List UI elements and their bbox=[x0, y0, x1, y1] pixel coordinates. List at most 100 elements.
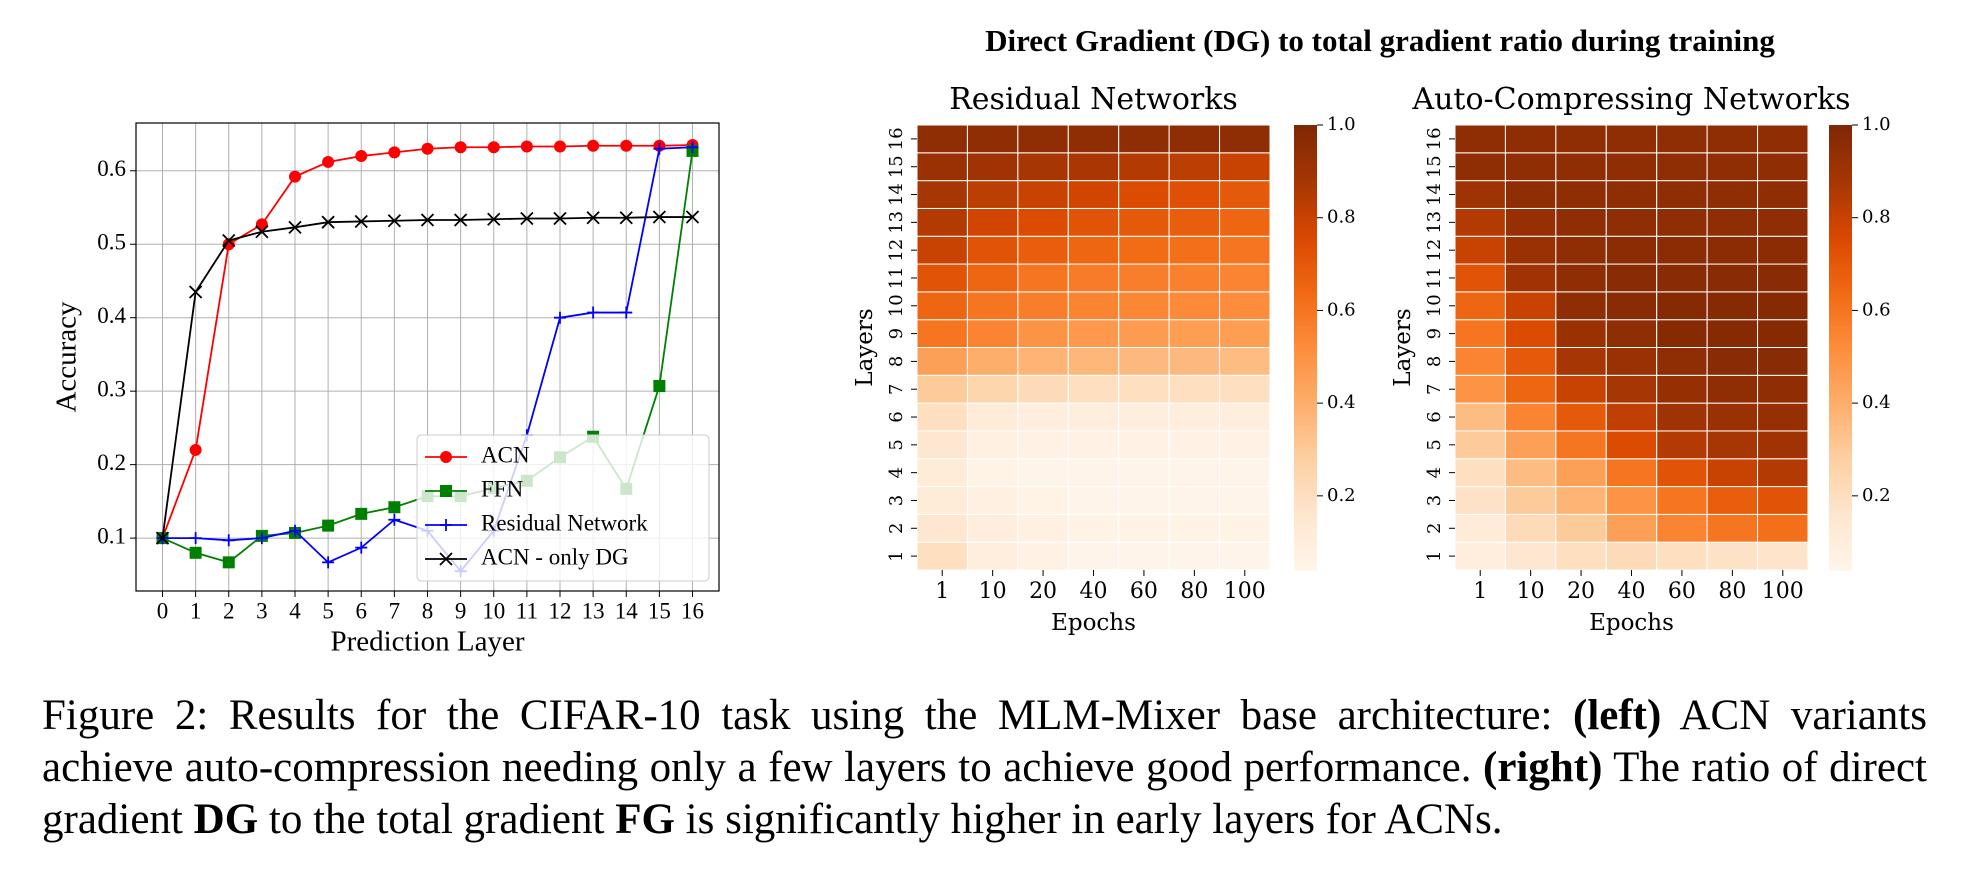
colorbar-segment bbox=[1829, 432, 1852, 438]
colorbar-segment bbox=[1829, 518, 1852, 523]
heatmap-cell bbox=[1706, 486, 1759, 515]
x-tick-label: 10 bbox=[1517, 579, 1545, 604]
marker bbox=[255, 532, 268, 545]
colorbar-segment bbox=[1294, 547, 1317, 553]
caption-run: FG bbox=[615, 796, 675, 843]
heatmap-cell bbox=[1656, 402, 1708, 432]
colorbar-segment bbox=[1294, 258, 1317, 263]
heatmap-cell bbox=[1219, 402, 1271, 432]
colorbar-segment bbox=[1829, 462, 1852, 467]
x-tick-label: 80 bbox=[1718, 579, 1746, 604]
colorbar-segment bbox=[1294, 236, 1317, 241]
colorbar-segment bbox=[1829, 295, 1852, 300]
y-tick-label: 10 bbox=[886, 294, 907, 317]
x-tick-label: 100 bbox=[1224, 579, 1266, 604]
heatmap-cell bbox=[1555, 430, 1607, 460]
colorbar-segment bbox=[1294, 199, 1317, 204]
colorbar-segment bbox=[1294, 280, 1317, 286]
heatmap-cell bbox=[1067, 180, 1120, 209]
colorbar-segment bbox=[1829, 443, 1852, 449]
colorbar-segment bbox=[1829, 343, 1852, 349]
colorbar-segment bbox=[1294, 321, 1317, 326]
heatmap-cell bbox=[916, 402, 968, 432]
colorbar-segment bbox=[1829, 369, 1852, 375]
colorbar-segment bbox=[1294, 336, 1317, 341]
heatmap-cell bbox=[916, 458, 968, 488]
heatmap-cell bbox=[1504, 541, 1557, 571]
colorbar-segment bbox=[1829, 317, 1852, 323]
heatmap-cell bbox=[1017, 402, 1069, 432]
colorbar-segment bbox=[1294, 536, 1317, 541]
y-tick-label: 4 bbox=[886, 467, 907, 478]
colorbar-tick-label: 0.2 bbox=[1862, 485, 1891, 506]
heatmap-cell bbox=[1017, 180, 1069, 209]
heatmap-cell bbox=[1605, 347, 1658, 376]
y-axis-label: Layers bbox=[1390, 308, 1416, 386]
y-tick-label: 13 bbox=[886, 211, 907, 234]
colorbar-segment bbox=[1294, 566, 1317, 571]
y-tick-label: 12 bbox=[886, 239, 907, 262]
colorbar-segment bbox=[1829, 473, 1852, 478]
heatmap-cell bbox=[1067, 430, 1120, 460]
marker bbox=[355, 541, 368, 554]
x-tick-label: 100 bbox=[1762, 579, 1804, 604]
marker bbox=[355, 507, 368, 520]
heatmap-cell bbox=[1605, 513, 1658, 543]
y-tick-label: 1 bbox=[886, 550, 907, 561]
colorbar-segment bbox=[1294, 191, 1317, 197]
colorbar-segment bbox=[1294, 206, 1317, 211]
colorbar-segment bbox=[1294, 317, 1317, 323]
marker bbox=[289, 524, 301, 537]
heatmap-cell bbox=[1017, 152, 1069, 182]
heatmap-cell bbox=[1118, 207, 1170, 237]
heatmap-cell bbox=[966, 541, 1019, 571]
y-tick-label: 0.6 bbox=[97, 156, 126, 181]
colorbar-segment bbox=[1294, 429, 1317, 434]
colorbar-segment bbox=[1294, 492, 1317, 497]
legend-marker bbox=[440, 519, 452, 531]
heatmap-cell bbox=[1168, 347, 1221, 376]
colorbar-segment bbox=[1294, 447, 1317, 452]
caption-run: is significantly higher in early layers … bbox=[674, 796, 1503, 843]
heatmap-cell bbox=[1118, 513, 1170, 543]
colorbar-segment bbox=[1829, 514, 1852, 519]
heatmap-cell bbox=[1017, 235, 1069, 265]
heatmap-cell bbox=[1757, 374, 1809, 404]
colorbar-segment bbox=[1294, 314, 1317, 319]
x-tick-label: 60 bbox=[1668, 579, 1696, 604]
x-tick-label: 12 bbox=[549, 598, 572, 623]
colorbar-segment bbox=[1294, 455, 1317, 460]
colorbar-segment bbox=[1294, 299, 1317, 304]
colorbar-segment bbox=[1829, 154, 1852, 159]
heatmap-cell bbox=[1656, 486, 1708, 515]
heatmap-cell bbox=[1757, 180, 1809, 209]
colorbar-segment bbox=[1294, 291, 1317, 297]
heatmap-cell bbox=[966, 347, 1019, 376]
heatmap-cell bbox=[1168, 541, 1221, 571]
heatmap-cell bbox=[1067, 291, 1120, 321]
colorbar-segment bbox=[1294, 499, 1317, 504]
heatmap-cell bbox=[1219, 207, 1271, 237]
heatmap-cell bbox=[1454, 152, 1506, 182]
colorbar-segment bbox=[1829, 262, 1852, 267]
x-tick-label: 1 bbox=[1473, 579, 1487, 604]
colorbar-segment bbox=[1294, 369, 1317, 375]
heatmap-cell bbox=[1706, 513, 1759, 543]
colorbar-segment bbox=[1829, 310, 1852, 315]
x-tick-label: 4 bbox=[289, 598, 301, 623]
heatmap-cell bbox=[1757, 291, 1809, 321]
x-tick-label: 6 bbox=[356, 598, 368, 623]
colorbar-segment bbox=[1294, 403, 1317, 408]
y-tick-label: 16 bbox=[886, 127, 907, 150]
heatmap-cell bbox=[1118, 180, 1170, 209]
colorbar-segment bbox=[1829, 421, 1852, 426]
colorbar-segment bbox=[1829, 562, 1852, 567]
colorbar-segment bbox=[1829, 173, 1852, 178]
y-tick-label: 6 bbox=[886, 411, 907, 422]
colorbar-segment bbox=[1829, 347, 1852, 352]
colorbar-segment bbox=[1294, 147, 1317, 152]
heatmap-cell bbox=[1067, 319, 1120, 348]
heatmap-cell bbox=[1067, 402, 1120, 432]
heatmap-cell bbox=[1605, 180, 1658, 209]
heatmap-cell bbox=[1706, 207, 1759, 237]
